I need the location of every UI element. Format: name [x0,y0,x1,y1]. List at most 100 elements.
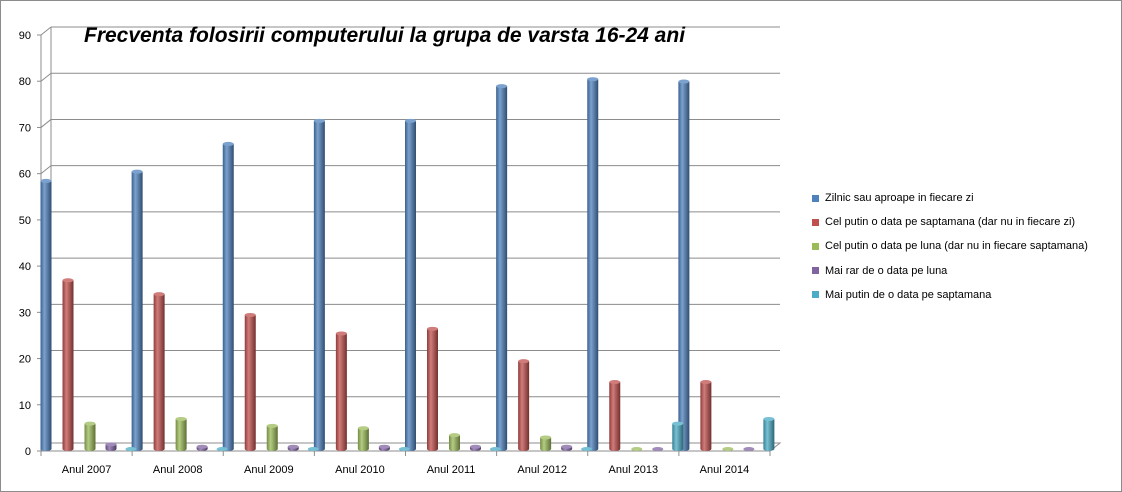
bar-body [313,120,325,452]
bar [222,141,234,451]
bar [496,84,508,452]
bar-top [609,379,621,384]
bar [449,433,460,451]
bar [244,312,256,451]
x-tick-label: Anul 2010 [335,464,385,476]
bar-top [700,379,712,384]
bar [672,421,684,451]
bar-body [222,143,234,451]
gridline-depth [40,72,52,82]
legend-item: Zilnic sau aproape in fiecare zi [812,186,1088,210]
bar-body [427,328,438,451]
bar-body [700,381,712,451]
bar [700,379,712,451]
bar-body [405,120,417,452]
bar-body [40,180,52,451]
legend-label: Cel putin o data pe saptamana (dar nu in… [825,216,1076,229]
legend-swatch [812,267,819,275]
bar [313,118,325,452]
y-tick-label: 50 [19,215,31,227]
bar-top [763,416,775,421]
bar-body [266,425,278,451]
legend-label: Zilnic sau aproape in fiecare zi [825,192,974,205]
bar [540,435,552,451]
bar [307,447,319,451]
x-tick-label: Anul 2014 [700,464,750,476]
chart-legend: Zilnic sau aproape in fiecare zi Cel put… [812,186,1088,307]
bar-top [540,435,552,440]
bar [131,169,143,451]
bar [518,359,530,451]
bar-body [175,418,187,451]
bar-top [678,79,690,84]
bar-top [216,447,228,451]
x-tick-label: Anul 2013 [609,464,659,476]
bar-top [357,426,369,431]
legend-item: Mai putin de o data pe saptamana [812,283,1088,307]
y-tick-label: 0 [25,446,31,458]
bar [335,331,347,451]
y-tick-label: 10 [19,400,31,412]
bar [678,79,690,452]
bar-top [40,178,52,183]
bar [216,447,228,451]
bar [378,444,390,451]
bar-body [449,435,460,451]
bar [357,426,369,451]
bar [153,292,165,451]
y-tick-label: 20 [19,354,31,366]
legend-label: Mai putin de o data pe saptamana [825,288,992,301]
bar-top [307,447,319,451]
bar-body [678,81,690,452]
bar-top [496,84,508,89]
bar-body [131,171,143,451]
bar [427,326,438,451]
x-tick-label: Anul 2011 [427,464,476,476]
bar-top [581,447,593,451]
bar-top [313,118,325,123]
bar-body [335,333,347,451]
bar-top [131,169,143,174]
bar [398,447,410,451]
bar-top [244,312,256,317]
legend-label: Cel putin o data pe luna (dar nu in fiec… [825,240,1088,253]
bar [609,379,621,451]
bar [631,447,643,451]
bar-top [378,444,390,449]
bar [581,447,593,451]
bar-top [222,141,234,146]
bar-body [84,423,96,451]
bar-body [62,280,74,451]
bar-top [743,447,755,451]
bar-top [266,423,278,428]
bar-top [175,416,187,421]
legend-item: Mai rar de o data pe luna [812,259,1088,283]
bar [763,416,775,451]
bar [105,442,117,451]
bar-body [244,314,256,451]
bar-top [427,326,438,331]
bar [196,444,208,451]
bar [40,178,52,451]
bar [175,416,187,451]
bar-body [609,381,621,451]
bar-body [672,423,684,451]
bar-top [672,421,684,426]
chart-title: Frecventa folosirii computerului la grup… [84,24,686,47]
bar [652,447,664,451]
bar-body [357,428,369,451]
bar [722,447,734,451]
bar-top [518,359,530,364]
bar-top [196,444,208,449]
bar-top [62,278,74,283]
y-tick-label: 70 [19,122,31,134]
bar-top [398,447,410,451]
bar-top [405,118,416,123]
y-tick-label: 80 [19,76,31,88]
legend-label: Mai rar de o data pe luna [825,264,948,277]
bar [84,421,96,451]
bar-body [540,437,552,451]
bar [405,118,417,452]
